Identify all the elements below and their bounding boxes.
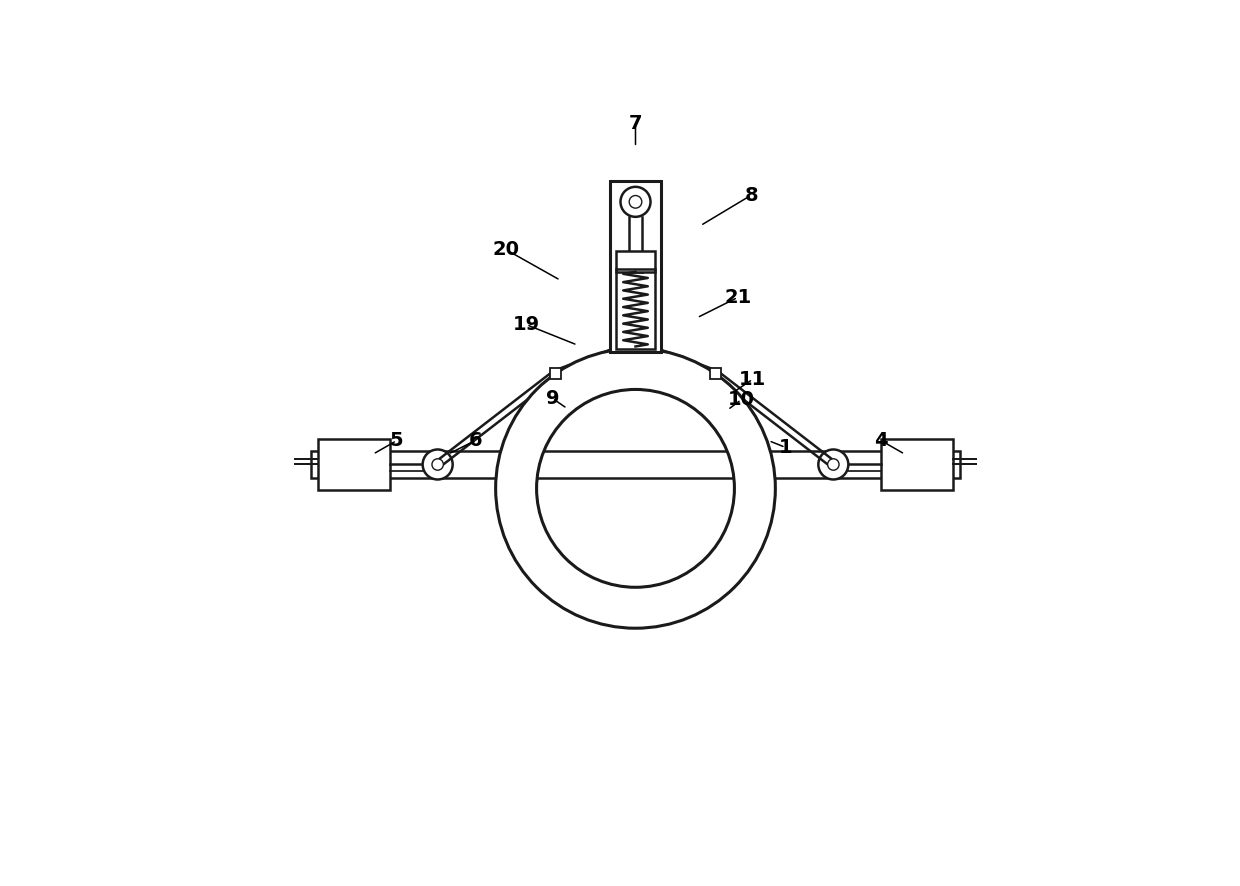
Circle shape [818, 449, 848, 479]
Bar [711, 369, 722, 379]
Bar [319, 439, 389, 490]
Text: 5: 5 [389, 431, 403, 450]
Text: 7: 7 [629, 114, 642, 133]
Bar [882, 439, 952, 490]
Bar [616, 269, 655, 349]
Circle shape [432, 459, 444, 470]
Circle shape [423, 449, 453, 479]
Text: 6: 6 [469, 431, 482, 450]
Bar [549, 369, 560, 379]
Text: 4: 4 [874, 431, 888, 450]
Text: 9: 9 [546, 389, 559, 408]
Text: 21: 21 [724, 288, 751, 307]
Text: 19: 19 [513, 315, 539, 334]
Circle shape [620, 187, 651, 217]
Text: 10: 10 [728, 390, 755, 409]
Text: 20: 20 [492, 240, 520, 259]
Circle shape [629, 196, 642, 208]
Circle shape [827, 459, 839, 470]
Bar [311, 451, 960, 478]
Bar [616, 252, 655, 272]
Polygon shape [496, 348, 775, 628]
Text: 8: 8 [745, 185, 759, 205]
Bar [610, 182, 661, 352]
Text: 1: 1 [779, 438, 792, 457]
Text: 11: 11 [739, 369, 766, 389]
